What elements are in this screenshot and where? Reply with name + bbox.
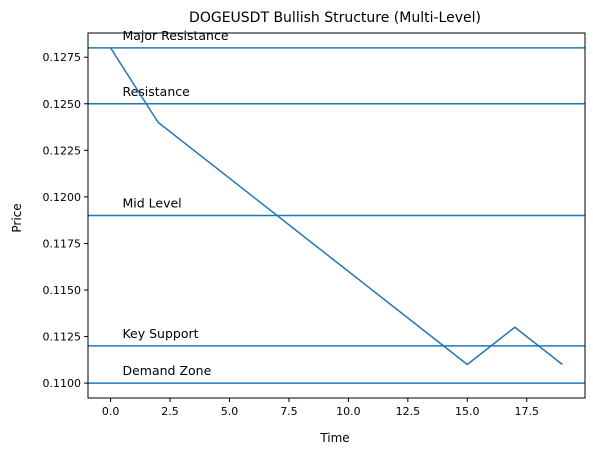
x-tick-label: 12.5 bbox=[396, 405, 421, 418]
x-tick-label: 10.0 bbox=[336, 405, 361, 418]
y-tick-label: 0.1150 bbox=[43, 284, 82, 297]
level-label-1: Resistance bbox=[122, 84, 190, 99]
x-axis-label: Time bbox=[319, 431, 349, 445]
x-tick-label: 17.5 bbox=[514, 405, 539, 418]
x-tick-label: 15.0 bbox=[455, 405, 480, 418]
level-label-0: Major Resistance bbox=[122, 28, 228, 43]
y-axis-label: Price bbox=[10, 203, 24, 232]
level-label-4: Demand Zone bbox=[122, 363, 211, 378]
y-tick-label: 0.1175 bbox=[43, 237, 82, 250]
level-label-2: Mid Level bbox=[122, 196, 181, 211]
chart-title: DOGEUSDT Bullish Structure (Multi-Level) bbox=[189, 10, 481, 26]
x-axis-ticks: 0.0 2.5 5.0 7.5 10.0 12.5 15.0 17.5 bbox=[102, 398, 539, 418]
y-tick-label: 0.1250 bbox=[43, 98, 82, 111]
y-tick-label: 0.1125 bbox=[43, 331, 82, 344]
x-tick-label: 7.5 bbox=[280, 405, 298, 418]
y-tick-label: 0.1100 bbox=[43, 377, 82, 390]
level-label-3: Key Support bbox=[122, 326, 198, 341]
x-tick-label: 2.5 bbox=[161, 405, 179, 418]
y-tick-label: 0.1200 bbox=[43, 191, 82, 204]
plot-area: Major Resistance Resistance Mid Level Key S… bbox=[88, 28, 585, 384]
x-tick-label: 5.0 bbox=[221, 405, 239, 418]
x-tick-label: 0.0 bbox=[102, 405, 120, 418]
y-tick-label: 0.1225 bbox=[43, 144, 82, 157]
axes-frame bbox=[87, 32, 586, 399]
y-tick-label: 0.1275 bbox=[43, 51, 82, 64]
y-axis-ticks: 0.1100 0.1125 0.1150 0.1175 0.1200 0.1225 0.12… bbox=[43, 51, 88, 390]
